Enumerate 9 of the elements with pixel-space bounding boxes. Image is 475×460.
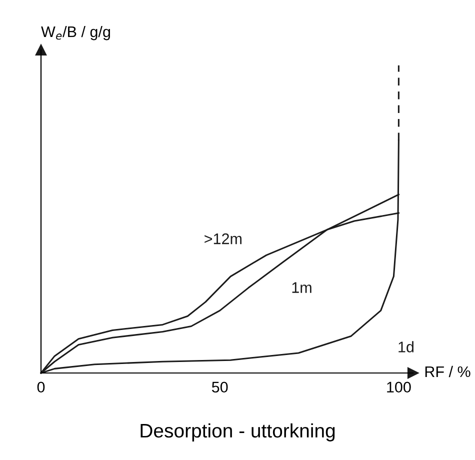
series-label: 1m <box>292 282 312 293</box>
x-tick-label: 0 <box>37 382 45 393</box>
text: 1d <box>398 341 414 352</box>
x-tick-label: 50 <box>212 382 228 393</box>
x-axis-title: RF / % <box>425 366 470 378</box>
text: Desorption - uttorkning <box>140 423 335 442</box>
y-axis-title: W$_{e}$/B / g/g <box>41 26 110 40</box>
x-tick-label: 100 <box>387 382 411 393</box>
series-label: >12m <box>204 233 242 244</box>
